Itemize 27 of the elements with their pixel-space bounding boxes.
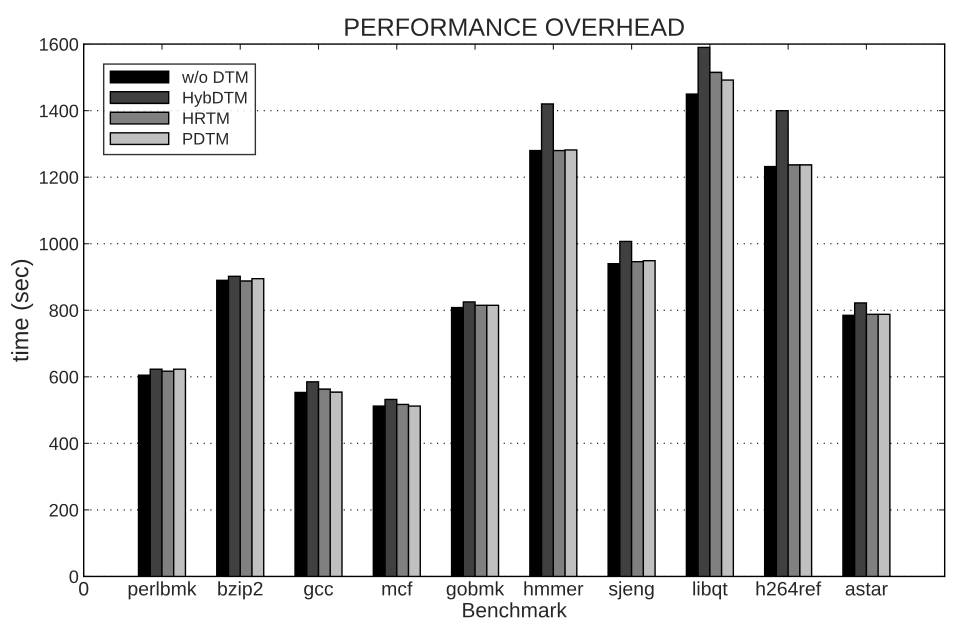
legend-label: PDTM <box>183 132 228 144</box>
x-tick-label: gobmk <box>446 581 504 600</box>
x-tick-label: h264ref <box>756 581 822 596</box>
x-tick-label: mcf <box>382 581 412 596</box>
y-tick-label: 1000 <box>40 238 78 250</box>
x-tick-label: gcc <box>304 584 334 600</box>
y-tick-label: 600 <box>50 370 78 384</box>
y-axis-title: time (sec) <box>11 260 34 362</box>
legend-label: w/o DTM <box>182 70 248 84</box>
x-tick-label: bzip2 <box>218 581 263 600</box>
y-tick-label: 0 <box>70 570 78 584</box>
x-tick-label: astar <box>846 582 888 596</box>
x-tick-label: perlbmk <box>128 581 197 600</box>
x-tick-label: sjeng <box>608 581 654 600</box>
x-tick-label: 0 <box>79 582 88 596</box>
chart-title: PERFORMANCE OVERHEAD <box>345 18 684 36</box>
y-tick-label: 1400 <box>40 104 78 118</box>
legend-label: HybDTM <box>183 91 246 107</box>
y-tick-label: 200 <box>50 504 78 517</box>
y-tick-label: 800 <box>49 304 78 317</box>
legend-label: HRTM <box>183 112 229 124</box>
x-axis-title: Benchmark <box>463 602 567 618</box>
y-tick-label: 1600 <box>40 38 78 51</box>
x-tick-label: libqt <box>693 581 728 600</box>
y-tick-label: 1200 <box>40 171 78 184</box>
y-tick-label: 400 <box>49 437 78 450</box>
x-tick-label: hmmer <box>524 581 584 596</box>
